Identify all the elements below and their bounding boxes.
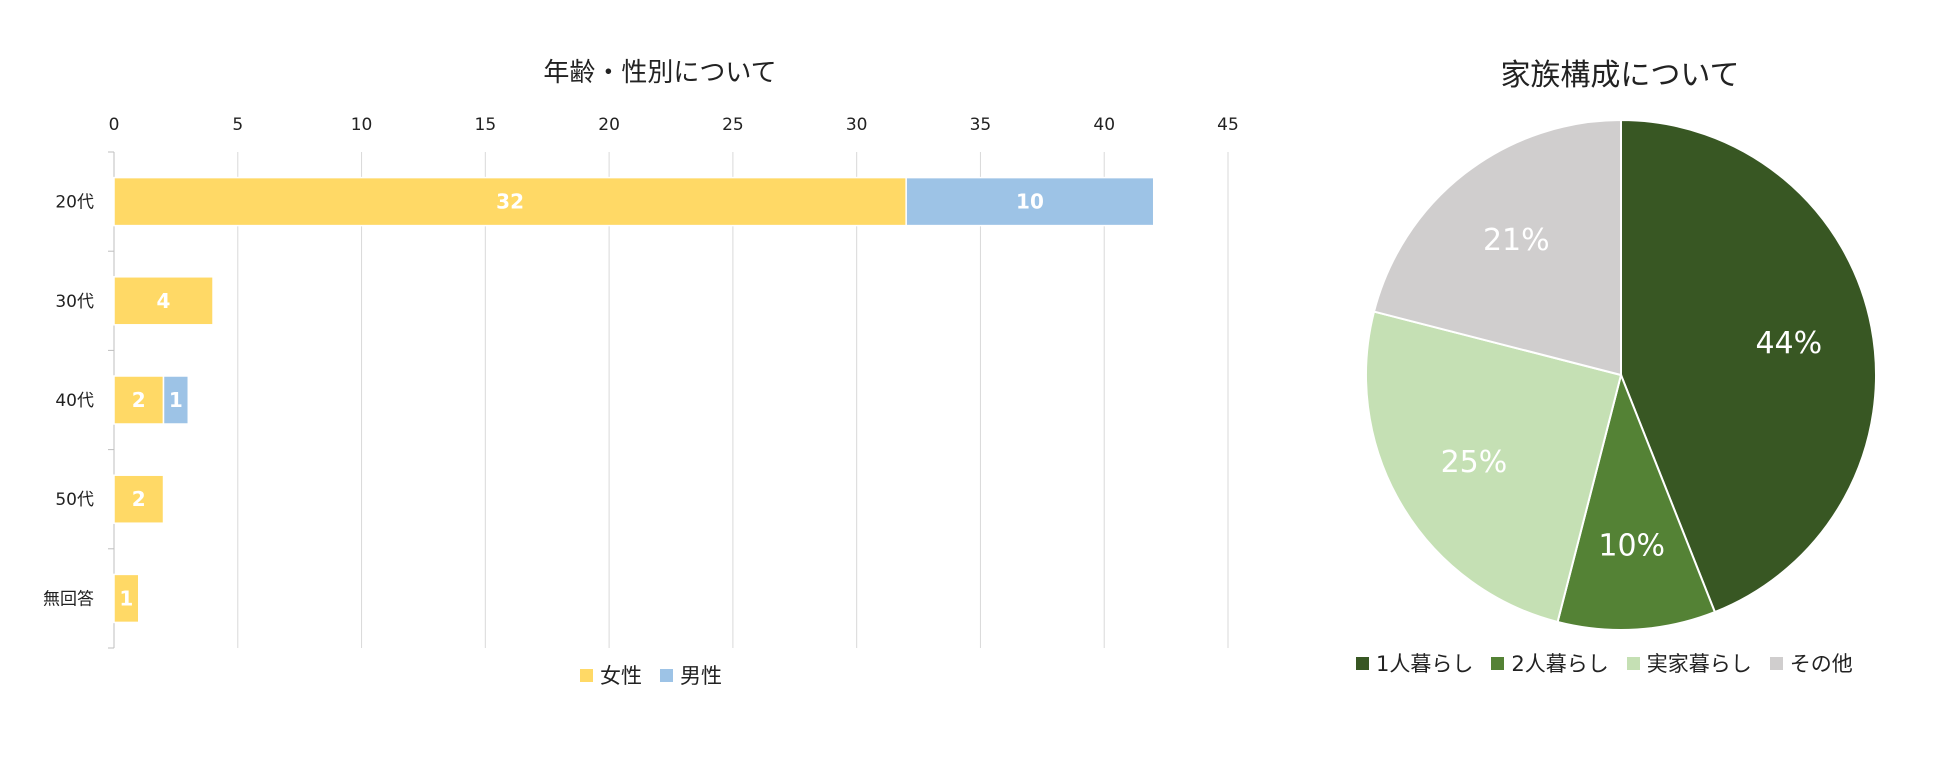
pie-chart-title: 家族構成について [1500, 58, 1740, 93]
legend-swatch-male [660, 668, 673, 682]
category-label: 20代 [55, 193, 94, 213]
category-label: 無回答 [43, 589, 94, 609]
legend-swatch-other [1769, 656, 1783, 670]
pie-value-label: 10% [1598, 529, 1665, 564]
x-tick-label: 15 [475, 115, 497, 135]
x-tick-label: 0 [109, 115, 120, 135]
bar-value-label: 1 [119, 586, 133, 610]
bar-female [113, 375, 165, 425]
pie-slice-single [1620, 118, 1877, 614]
bar-male [905, 176, 1155, 227]
legend-swatch-female [580, 668, 593, 682]
category-label: 40代 [55, 391, 94, 411]
x-tick-label: 30 [846, 115, 868, 135]
bar-female [113, 474, 165, 524]
bar-chart-title: 年齢・性別について [543, 58, 777, 88]
pie-value-label: 25% [1441, 445, 1508, 480]
x-tick-label: 25 [722, 115, 744, 135]
pie-chart-legend: 1人暮らし 2人暮らし 実家暮らし その他 [1356, 648, 1871, 678]
category-label: 30代 [55, 292, 94, 312]
legend-label-parents-home: 実家暮らし [1646, 652, 1752, 676]
bar-male [162, 375, 190, 425]
bar-value-label: 32 [496, 190, 524, 214]
legend-label-couple: 2人暮らし [1511, 652, 1609, 676]
legend-item-other: その他 [1769, 648, 1853, 678]
legend-item-couple: 2人暮らし [1491, 648, 1609, 678]
pie-slice-other [1372, 118, 1622, 377]
pie-slice-couple [1556, 371, 1717, 631]
legend-label-other: その他 [1789, 652, 1853, 676]
legend-item-single: 1人暮らし [1356, 648, 1473, 678]
legend-item-parents-home: 実家暮らし [1626, 648, 1752, 678]
legend-label-female: 女性 [600, 664, 642, 688]
bar-value-label: 10 [1016, 190, 1044, 214]
x-tick-label: 20 [598, 115, 620, 135]
bar-female [113, 573, 140, 624]
x-tick-label: 45 [1217, 115, 1239, 135]
legend-swatch-single [1356, 656, 1369, 670]
bar-female [113, 276, 214, 326]
x-tick-label: 5 [232, 115, 243, 135]
family-structure-pie-chart: 44% 10% 25% 21% [1364, 118, 1877, 631]
bar-value-label: 1 [169, 388, 183, 412]
x-tick-label: 40 [1093, 115, 1115, 135]
legend-item-male: 男性 [660, 660, 722, 690]
legend-swatch-parents-home [1626, 656, 1640, 670]
pie-value-label: 44% [1755, 326, 1822, 361]
bar-value-label: 2 [132, 487, 146, 511]
legend-swatch-couple [1491, 656, 1505, 670]
pie-value-label: 21% [1483, 223, 1550, 258]
x-tick-label: 10 [351, 115, 373, 135]
bar-female [113, 176, 907, 227]
category-label: 50代 [55, 490, 94, 510]
legend-item-female: 女性 [580, 660, 642, 690]
pie-slice-parents-home [1364, 310, 1623, 624]
bar-value-label: 4 [157, 289, 171, 313]
bar-chart-legend: 女性 男性 [580, 660, 740, 690]
legend-label-male: 男性 [680, 664, 722, 688]
legend-label-single: 1人暮らし [1376, 652, 1474, 676]
x-tick-label: 35 [970, 115, 992, 135]
bar-value-label: 2 [132, 388, 146, 412]
